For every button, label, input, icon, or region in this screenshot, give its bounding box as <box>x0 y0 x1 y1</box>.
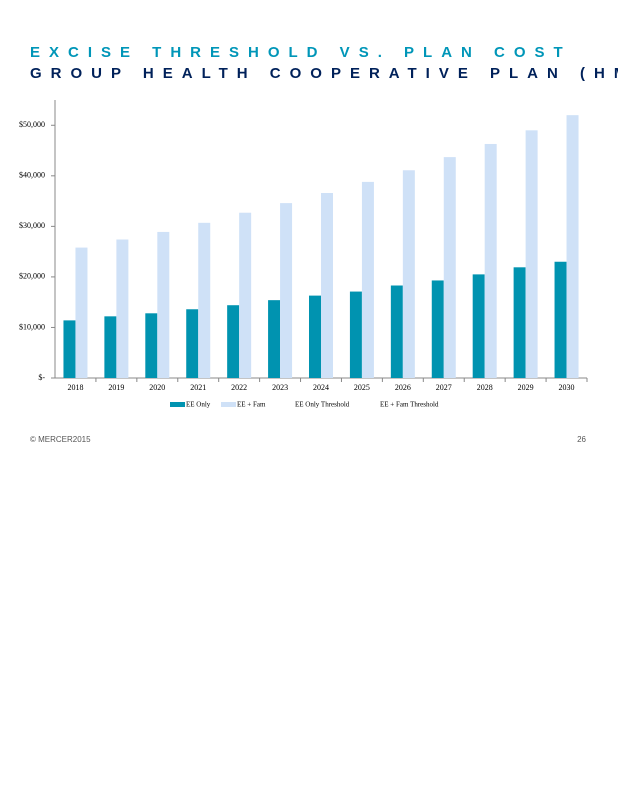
chart-title: EXCISE THRESHOLD VS. PLAN COST <box>30 44 572 61</box>
bar <box>321 193 333 378</box>
legend-swatch <box>221 402 236 407</box>
bar <box>309 295 321 378</box>
bar <box>157 231 170 378</box>
legend-label: EE Only <box>186 401 211 409</box>
bar <box>186 309 199 378</box>
y-tick-label: $50,000 <box>19 120 45 129</box>
bar <box>280 203 293 378</box>
bar <box>554 261 567 378</box>
legend-label: EE Only Threshold <box>295 401 350 409</box>
x-tick-label: 2030 <box>559 383 575 392</box>
legend-label: EE + Fam Threshold <box>380 401 439 409</box>
legend-swatch <box>170 402 185 407</box>
bar <box>63 320 76 378</box>
legend-label: EE + Fam <box>237 401 266 409</box>
y-tick-label: $40,000 <box>19 171 45 180</box>
x-tick-label: 2024 <box>313 383 329 392</box>
bar <box>431 280 444 378</box>
bar <box>513 267 526 378</box>
bar <box>472 274 485 378</box>
bar <box>484 143 497 378</box>
bar <box>361 181 374 378</box>
bar <box>227 305 240 378</box>
bar <box>116 239 129 378</box>
x-tick-label: 2029 <box>518 383 534 392</box>
bar <box>268 300 281 378</box>
bar <box>390 285 403 378</box>
x-tick-label: 2018 <box>67 383 83 392</box>
bar <box>75 247 88 378</box>
bar <box>239 212 252 378</box>
bar <box>525 130 538 378</box>
x-tick-label: 2019 <box>108 383 124 392</box>
y-tick-label: $30,000 <box>19 221 45 230</box>
chart-subtitle: GROUP HEALTH COOPERATIVE PLAN (HMO) <box>30 65 618 82</box>
y-tick-label: $10,000 <box>19 322 45 331</box>
x-tick-label: 2022 <box>231 383 247 392</box>
page-number: 26 <box>577 435 586 444</box>
bar <box>566 115 579 378</box>
y-tick-label: $- <box>38 373 45 382</box>
x-tick-label: 2028 <box>477 383 493 392</box>
bar <box>198 222 211 378</box>
x-tick-label: 2021 <box>190 383 206 392</box>
bar <box>402 170 415 378</box>
bar <box>104 316 117 378</box>
y-tick-label: $20,000 <box>19 272 45 281</box>
bar <box>443 157 456 378</box>
bar <box>349 291 362 378</box>
copyright: © MERCER2015 <box>30 435 91 444</box>
x-tick-label: 2027 <box>436 383 452 392</box>
bar <box>145 313 158 378</box>
x-tick-label: 2025 <box>354 383 370 392</box>
x-tick-label: 2026 <box>395 383 411 392</box>
x-tick-label: 2023 <box>272 383 288 392</box>
x-tick-label: 2020 <box>149 383 165 392</box>
